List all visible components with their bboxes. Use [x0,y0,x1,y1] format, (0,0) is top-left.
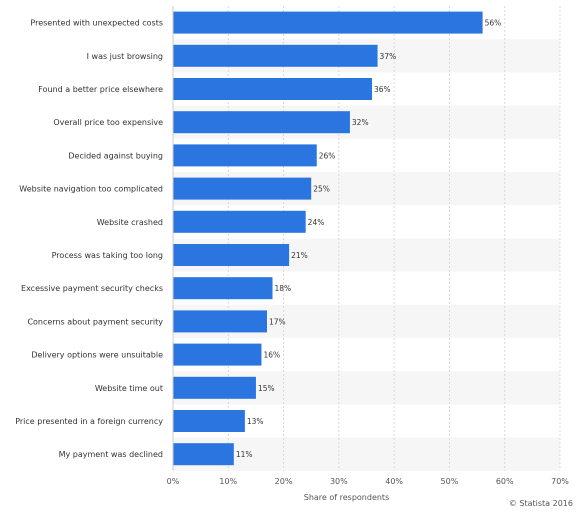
category-label: Excessive payment security checks [21,284,163,293]
category-label: Website time out [95,384,163,393]
bar [173,376,256,399]
category-label: Concerns about payment security [27,317,163,326]
x-tick-label: 60% [496,477,514,486]
bar [173,78,373,100]
bar [173,343,262,366]
value-label: 25% [313,185,330,194]
x-tick-label: 10% [219,477,237,486]
value-label: 24% [308,218,325,227]
category-label: Process was taking too long [52,251,163,260]
x-axis-title: Share of respondents [304,493,390,502]
row-band [173,437,560,471]
value-label: 17% [269,317,286,326]
value-label: 56% [485,19,502,28]
bar [173,244,290,266]
bar [173,44,378,67]
bar [173,443,234,466]
value-label: 26% [319,151,336,160]
value-label: 18% [275,284,292,293]
value-label: 15% [258,384,275,393]
category-label: Delivery options were unsuitable [31,351,163,360]
category-label: Website navigation too complicated [19,185,163,194]
source-credit: © Statista 2016 [508,499,573,508]
value-label: 13% [247,417,264,426]
x-tick-label: 40% [385,477,403,486]
category-label: I was just browsing [87,52,163,61]
bar [173,410,245,432]
x-tick-label: 20% [275,477,293,486]
x-tick-label: 70% [551,477,569,486]
value-label: 11% [236,450,253,459]
value-label: 37% [380,52,397,61]
category-label: Price presented in a foreign currency [15,417,163,426]
x-tick-label: 30% [330,477,348,486]
value-label: 32% [352,118,369,127]
bar [173,277,273,300]
x-tick-label: 0% [167,477,180,486]
bar [173,210,306,233]
category-label: Overall price too expensive [53,118,163,127]
bar [173,144,317,167]
bar [173,177,312,200]
category-label: Presented with unexpected costs [30,19,163,28]
bar [173,310,267,333]
category-label: Found a better price elsewhere [38,85,163,94]
category-label: My payment was declined [59,450,163,459]
category-label: Website crashed [97,218,163,227]
bar [173,11,483,34]
category-label: Decided against buying [68,151,163,160]
value-label: 21% [291,251,308,260]
value-label: 36% [374,85,391,94]
value-label: 16% [263,351,280,360]
x-tick-label: 50% [441,477,459,486]
bar [173,111,350,134]
